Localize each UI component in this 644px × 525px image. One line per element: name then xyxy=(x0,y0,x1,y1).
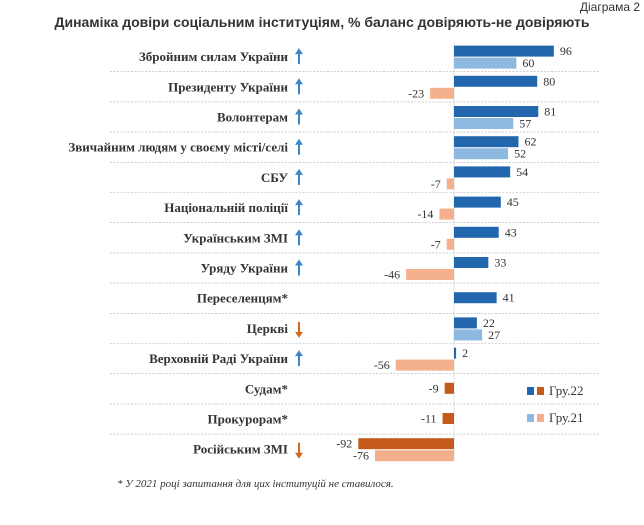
category-label: Судам* xyxy=(245,381,288,396)
up-arrow-icon xyxy=(295,229,303,246)
bar-2022 xyxy=(454,75,538,87)
up-arrow-icon xyxy=(295,259,303,276)
bar-2021 xyxy=(454,118,514,129)
bar-2021 xyxy=(454,57,517,69)
category-label: Українським ЗМІ xyxy=(183,230,288,245)
category-label: СБУ xyxy=(261,170,289,185)
category-label: Церкві xyxy=(247,321,289,336)
data-label: 33 xyxy=(494,256,506,270)
category-label: Російським ЗМІ xyxy=(193,442,288,457)
bar-2021 xyxy=(406,269,454,280)
up-arrow-icon xyxy=(295,108,303,125)
bar-2021 xyxy=(454,329,483,341)
legend-swatch xyxy=(527,387,534,395)
data-label: -7 xyxy=(431,237,441,251)
category-label: Прокурорам* xyxy=(208,412,288,427)
category-label: Президенту України xyxy=(168,79,288,94)
up-arrow-icon xyxy=(295,48,303,65)
category-label: Верховній Раді України xyxy=(149,351,288,366)
data-label: 54 xyxy=(516,165,528,179)
footnote: * У 2021 році запитання для цих інституц… xyxy=(117,478,394,490)
legend-label: Гру.22 xyxy=(549,383,583,398)
bar-2022 xyxy=(444,382,454,394)
bar-2022 xyxy=(454,257,489,268)
data-label: -14 xyxy=(417,207,433,221)
up-arrow-icon xyxy=(295,199,303,216)
data-label: 60 xyxy=(522,56,534,70)
bar-2021 xyxy=(395,359,454,371)
data-label: 27 xyxy=(488,328,500,342)
data-label: 96 xyxy=(560,44,572,58)
data-label: 80 xyxy=(543,74,555,88)
down-arrow-icon xyxy=(295,321,303,338)
chart-title: Динаміка довіри соціальним інституціям, … xyxy=(54,14,590,30)
data-label: -11 xyxy=(421,412,437,426)
data-label: 52 xyxy=(514,147,526,161)
bar-2022 xyxy=(454,347,457,359)
up-arrow-icon xyxy=(295,138,303,155)
legend-swatch xyxy=(537,387,544,395)
data-label: -23 xyxy=(408,86,424,100)
data-label: 41 xyxy=(503,291,515,305)
data-label: -7 xyxy=(431,177,441,191)
category-label: Збройним силам України xyxy=(139,49,289,64)
bar-2022 xyxy=(454,226,499,238)
bar-2021 xyxy=(374,450,454,462)
up-arrow-icon xyxy=(295,78,303,95)
legend-swatch xyxy=(527,414,534,422)
bar-2022 xyxy=(454,292,497,304)
down-arrow-icon xyxy=(295,442,303,459)
data-label: 45 xyxy=(507,195,519,209)
data-label: 62 xyxy=(524,135,536,149)
diagram-number-label: Діаграма 2 xyxy=(579,0,640,14)
bar-2022 xyxy=(454,136,519,148)
data-label: 81 xyxy=(544,105,556,119)
bar-2022 xyxy=(358,438,454,450)
bar-2022 xyxy=(442,413,454,424)
data-label: -76 xyxy=(353,449,369,463)
legend-label: Гру.21 xyxy=(549,410,583,425)
data-label: -92 xyxy=(336,437,352,451)
category-label: Переселенцям* xyxy=(197,291,288,306)
bar-2021 xyxy=(439,208,454,220)
up-arrow-icon xyxy=(295,168,303,185)
data-label: -9 xyxy=(429,381,439,395)
category-label: Уряду України xyxy=(201,261,289,276)
bar-2022 xyxy=(454,106,539,117)
bar-2022 xyxy=(454,317,477,329)
bar-2021 xyxy=(454,148,509,160)
category-label: Національній поліції xyxy=(164,200,288,215)
legend-swatch xyxy=(537,414,544,422)
bar-2021 xyxy=(446,178,454,190)
up-arrow-icon xyxy=(295,350,303,367)
data-label: 43 xyxy=(505,225,517,239)
category-label: Волонтерам xyxy=(217,110,288,125)
data-label: 22 xyxy=(483,316,495,330)
bar-2022 xyxy=(454,196,501,208)
bar-2021 xyxy=(446,238,454,250)
data-label: -56 xyxy=(374,358,390,372)
bar-2022 xyxy=(454,166,511,178)
bar-2021 xyxy=(430,87,454,99)
bar-2022 xyxy=(454,45,554,57)
category-label: Звичайним людям у своєму місті/селі xyxy=(68,140,288,155)
data-label: -46 xyxy=(384,268,400,282)
data-label: 2 xyxy=(462,346,468,360)
data-label: 57 xyxy=(519,117,531,131)
